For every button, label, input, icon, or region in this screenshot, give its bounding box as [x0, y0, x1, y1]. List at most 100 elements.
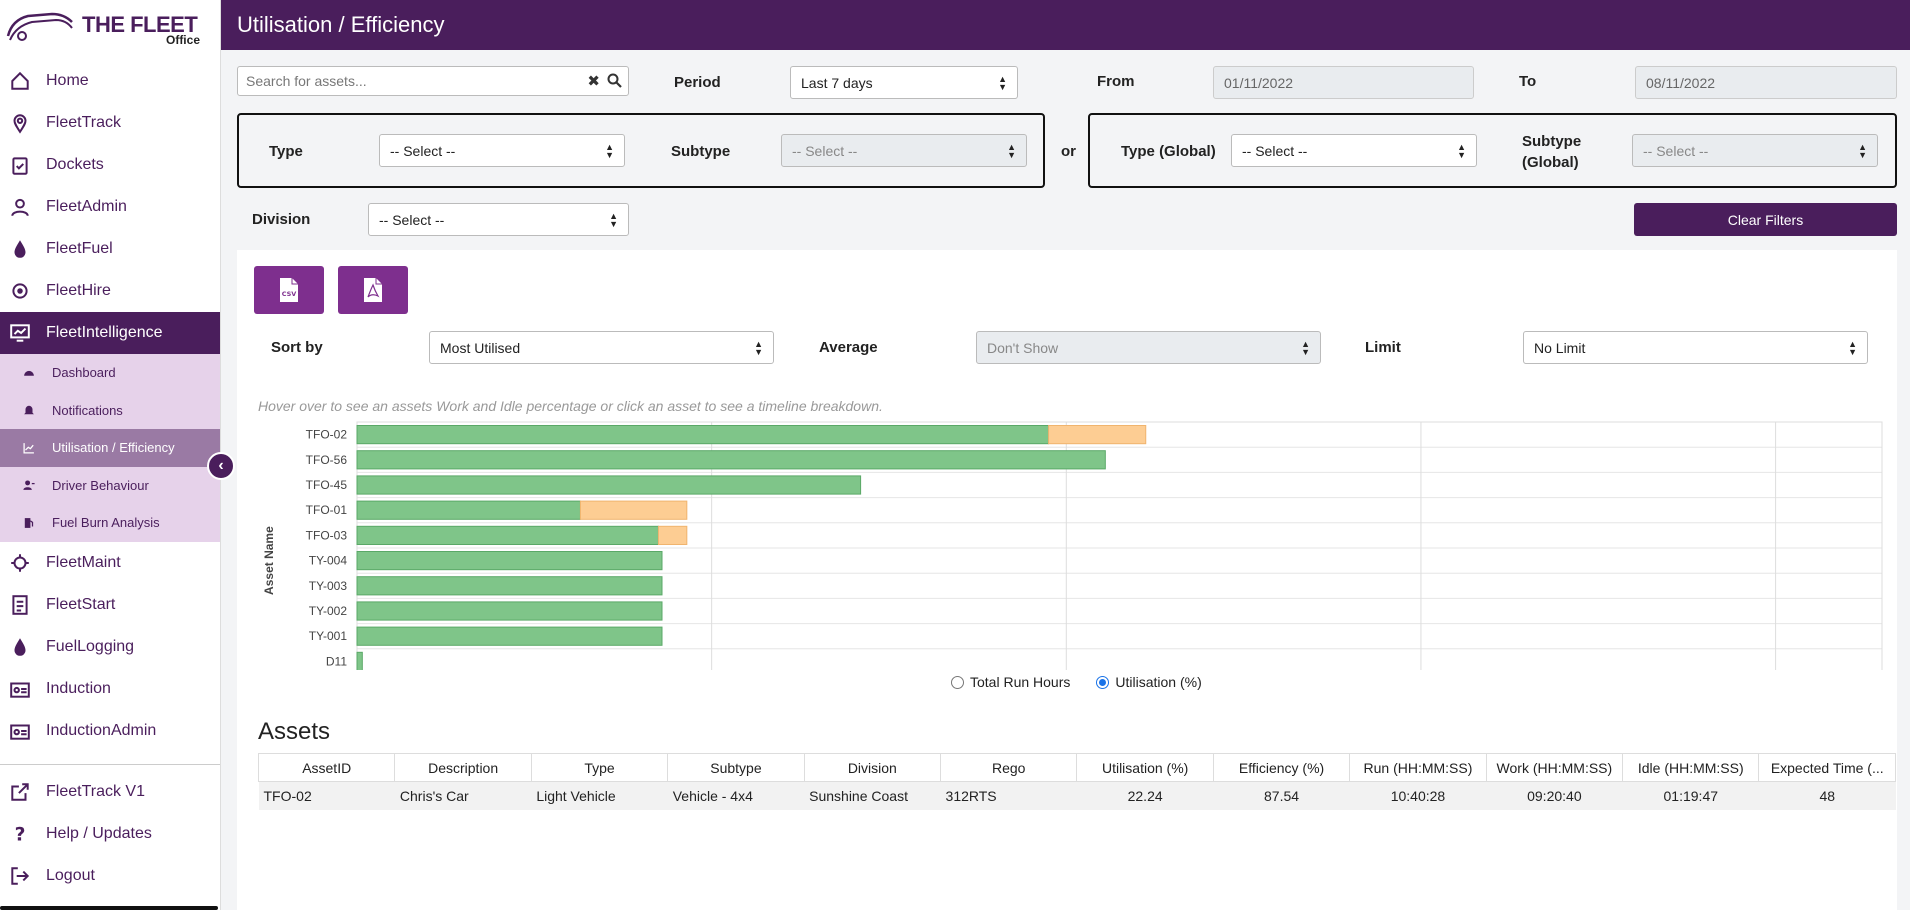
table-cell: 22.24 [1076, 781, 1214, 810]
bar-work-ty-003[interactable] [356, 576, 663, 596]
sidebar-item-logout[interactable]: Logout [0, 855, 220, 897]
table-cell: Sunshine Coast [804, 781, 941, 810]
y-tick-label: TFO-03 [306, 528, 348, 542]
subtype-select[interactable]: -- Select -- ▲ ▼ [781, 134, 1027, 167]
sidebar-item-fleetfuel[interactable]: FleetFuel [0, 228, 220, 270]
user-icon [8, 195, 32, 219]
assets-title: Assets [258, 718, 331, 745]
period-select[interactable]: Last 7 days ▲ ▼ [790, 66, 1018, 99]
car-logo-icon [6, 12, 73, 41]
average-label: Average [819, 339, 878, 356]
page-title: Utilisation / Efficiency [237, 12, 445, 37]
sidebar-item-driver-behaviour[interactable]: Driver Behaviour [0, 467, 220, 505]
brand-logo[interactable]: THE FLEET Office [0, 0, 220, 50]
subtype-global-select[interactable]: -- Select -- ▲ ▼ [1632, 134, 1878, 167]
column-header-subtype[interactable]: Subtype [667, 753, 805, 782]
to-date-field[interactable]: 08/11/2022 [1635, 66, 1897, 99]
y-tick-label: TY-002 [309, 604, 348, 618]
sidebar-item-help-updates[interactable]: ? Help / Updates [0, 813, 220, 855]
main-content: Search for assets... ✖ Period Last 7 day… [221, 50, 1910, 910]
sidebar-item-fleethire[interactable]: FleetHire [0, 270, 220, 312]
bell-icon [22, 402, 38, 418]
checklist-icon [8, 593, 32, 617]
assets-table: AssetID Description Type Subtype Division Reg… [257, 753, 1896, 810]
sidebar-scrollbar[interactable] [0, 906, 218, 910]
column-header-assetid[interactable]: AssetID [257, 753, 396, 782]
bar-work-tfo-56[interactable] [356, 450, 1106, 470]
sidebar-item-label: Driver Behaviour [52, 477, 149, 493]
column-header-rego[interactable]: Rego [940, 753, 1078, 782]
sidebar-item-induction[interactable]: Induction [0, 668, 220, 710]
y-tick-label: TFO-56 [306, 453, 348, 467]
table-row[interactable]: TFO-02 Chris's Car Light Vehicle Vehicle - … [258, 781, 1896, 810]
column-header-division[interactable]: Division [803, 753, 942, 782]
bar-idle-tfo-01[interactable] [579, 500, 688, 520]
sidebar-item-label: Help / Updates [46, 824, 152, 842]
utilisation-radio[interactable] [1096, 675, 1110, 689]
logout-icon [8, 864, 32, 888]
bar-idle-tfo-02[interactable] [1048, 425, 1147, 445]
type-global-select[interactable]: -- Select -- ▲ ▼ [1231, 134, 1477, 167]
average-select[interactable]: Don't Show ▲ ▼ [976, 331, 1321, 364]
line-chart-icon [22, 440, 38, 456]
clipboard-icon [8, 153, 32, 177]
bar-work-ty-004[interactable] [356, 551, 663, 571]
column-header-description[interactable]: Description [394, 753, 532, 782]
bar-work-d11[interactable] [356, 651, 363, 670]
sidebar-item-label: FleetStart [46, 595, 116, 613]
sidebar-item-home[interactable]: Home [0, 60, 220, 102]
table-cell: 01:19:47 [1622, 781, 1759, 810]
bar-work-ty-001[interactable] [356, 626, 663, 646]
column-header-utilisation[interactable]: Utilisation (%) [1076, 753, 1214, 782]
clear-filters-button[interactable]: Clear Filters [1634, 203, 1897, 236]
column-header-run-hh-mm-ss[interactable]: Run (HH:MM:SS) [1349, 753, 1487, 782]
utilisation-bar-chart[interactable]: 01020304043TFO-02TFO-56TFO-45TFO-01TFO-0… [237, 415, 1897, 670]
sidebar-item-fleetintelligence[interactable]: FleetIntelligence [0, 312, 220, 354]
or-label: or [1061, 143, 1076, 160]
table-cell: Vehicle - 4x4 [667, 781, 805, 810]
sidebar-item-fleetstart[interactable]: FleetStart [0, 584, 220, 626]
sidebar-item-label: FleetTrack [46, 114, 121, 131]
sidebar-item-fleettrack-v1[interactable]: FleetTrack V1 [0, 771, 220, 813]
sidebar-item-inductionadmin[interactable]: InductionAdmin [0, 710, 220, 752]
sidebar-item-fuel-burn-analysis[interactable]: Fuel Burn Analysis [0, 504, 220, 542]
sort-by-select[interactable]: Most Utilised ▲ ▼ [429, 331, 774, 364]
limit-select[interactable]: No Limit ▲ ▼ [1523, 331, 1868, 364]
page-header: Utilisation / Efficiency [221, 0, 1910, 50]
bar-work-tfo-02[interactable] [356, 425, 1050, 445]
clear-search-icon[interactable]: ✖ [587, 73, 600, 90]
sidebar-item-fleetadmin[interactable]: FleetAdmin [0, 186, 220, 228]
export-csv-button[interactable]: CSV [254, 266, 324, 314]
sidebar-item-fleettrack[interactable]: FleetTrack [0, 102, 220, 144]
fuel-drop-icon [8, 635, 32, 659]
sidebar-item-fuellogging[interactable]: FuelLogging [0, 626, 220, 668]
column-header-work-hh-mm-ss[interactable]: Work (HH:MM:SS) [1485, 753, 1624, 782]
asset-search-input[interactable]: Search for assets... ✖ [237, 66, 629, 96]
column-header-expected-time[interactable]: Expected Time (... [1758, 753, 1896, 782]
sidebar-item-label: Notifications [52, 402, 123, 418]
sidebar-item-fleetmaint[interactable]: FleetMaint [0, 542, 220, 584]
column-header-efficiency[interactable]: Efficiency (%) [1212, 753, 1351, 782]
search-icon[interactable] [607, 73, 622, 88]
sort-by-label: Sort by [271, 339, 323, 356]
type-select[interactable]: -- Select -- ▲ ▼ [379, 134, 625, 167]
total-run-hours-radio[interactable] [951, 675, 964, 689]
bar-idle-tfo-03[interactable] [657, 525, 688, 546]
id-card-icon [8, 677, 32, 701]
bar-work-tfo-03[interactable] [356, 525, 659, 546]
column-header-idle-hh-mm-ss[interactable]: Idle (HH:MM:SS) [1622, 753, 1760, 782]
sidebar-item-notifications[interactable]: Notifications [0, 392, 220, 430]
y-axis-title: Asset Name [262, 526, 276, 595]
sidebar-item-dashboard[interactable]: Dashboard [0, 354, 220, 392]
sidebar-item-utilisation-efficiency[interactable]: Utilisation / Efficiency [0, 429, 220, 467]
from-date-field[interactable]: 01/11/2022 [1213, 66, 1474, 99]
collapse-sidebar-button[interactable]: ‹ [207, 452, 235, 480]
bar-work-tfo-01[interactable] [356, 500, 581, 520]
export-pdf-button[interactable] [338, 266, 408, 314]
bar-work-tfo-45[interactable] [356, 475, 862, 495]
sidebar-item-dockets[interactable]: Dockets [0, 144, 220, 186]
bar-work-ty-002[interactable] [356, 601, 663, 621]
division-select[interactable]: -- Select -- ▲ ▼ [368, 203, 629, 236]
column-header-type[interactable]: Type [530, 753, 669, 782]
svg-text:?: ? [15, 824, 26, 844]
